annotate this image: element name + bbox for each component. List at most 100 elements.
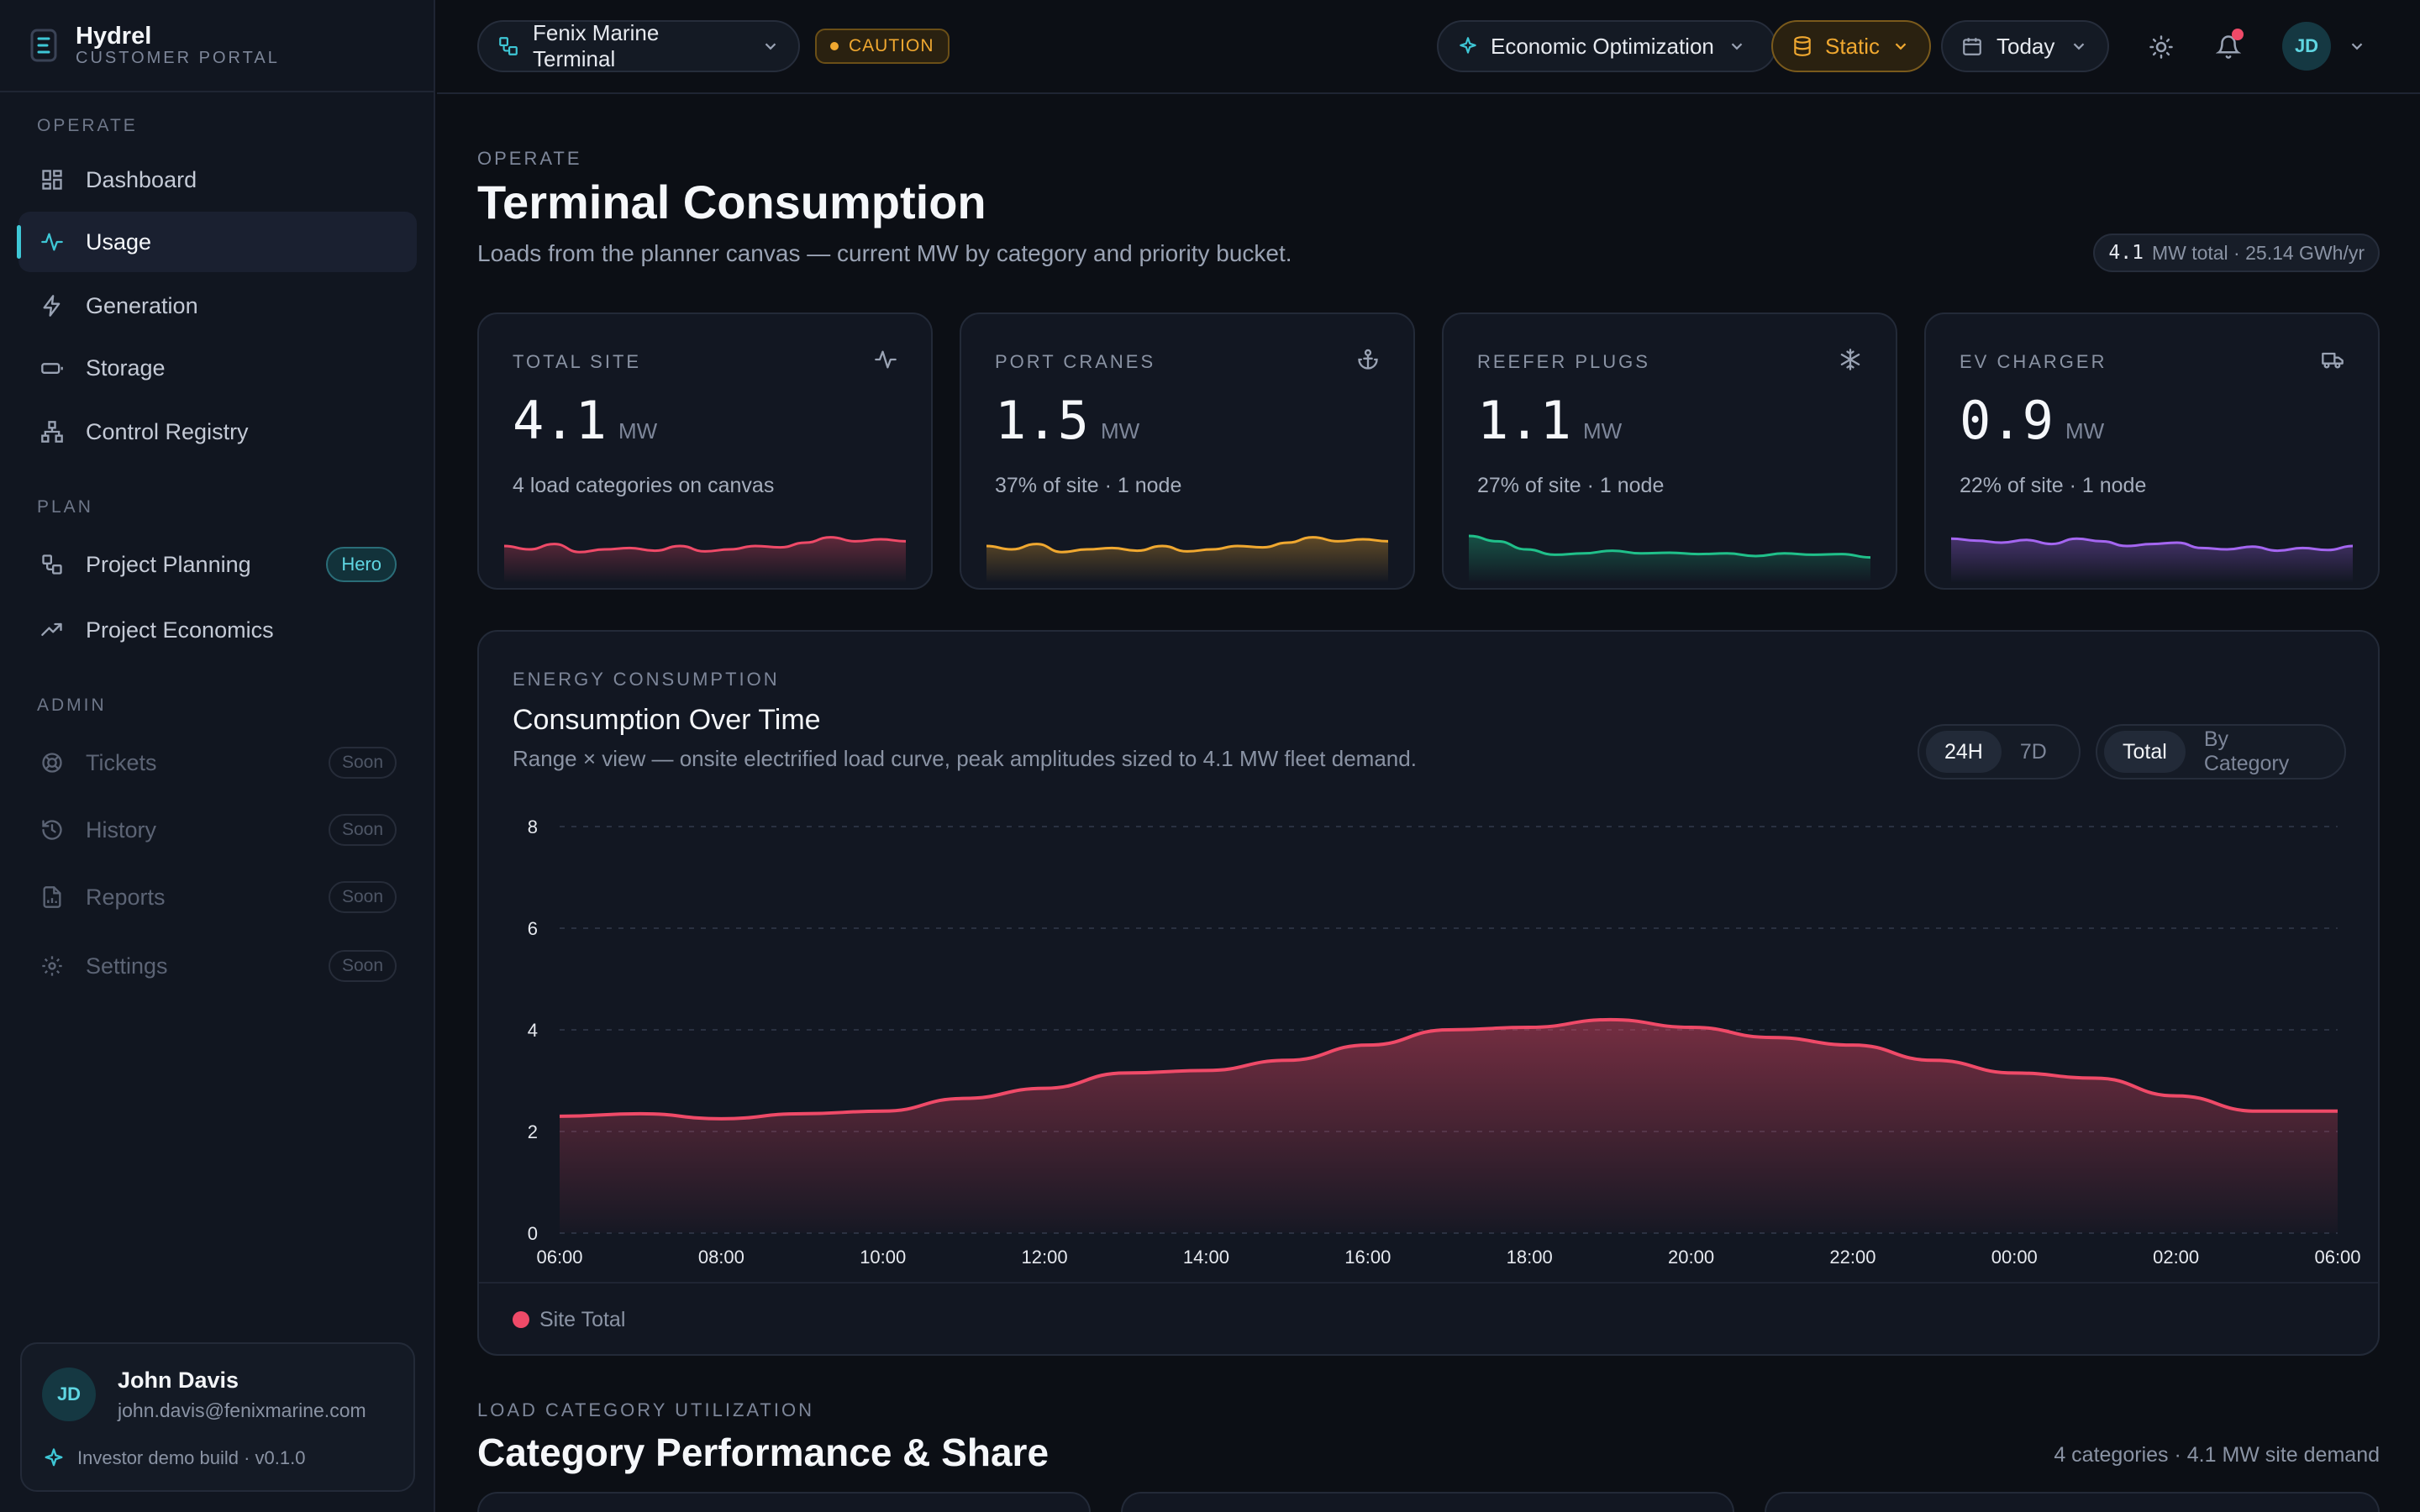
range-toggle: 24H 7D [1918,724,2081,780]
sidebar-item-label: Project Economics [86,617,274,643]
workflow-icon [39,551,66,578]
stat-number: 1.5 [995,390,1089,451]
sun-icon [2149,35,2173,59]
chart-legend: Site Total [479,1282,2378,1356]
sidebar-item-project-planning[interactable]: Project Planning Hero [18,534,417,595]
section-note: 4 categories · 4.1 MW site demand [2054,1443,2380,1467]
sparkline-line [504,536,906,554]
y-tick-label: 6 [528,918,538,939]
stat-card-reefer-plugs[interactable]: REEFER PLUGS 1.1 MW 27% of site · 1 node [1442,312,1897,590]
section-eyebrow: LOAD CATEGORY UTILIZATION [477,1399,814,1420]
stat-label: EV CHARGER [1960,351,2107,372]
total-value: 4.1 [2108,242,2144,264]
stat-card-total-site[interactable]: TOTAL SITE 4.1 MW 4 load categories on ca… [477,312,933,590]
view-by-category-button[interactable]: By Category [2203,727,2290,775]
sparkle-icon [45,1448,63,1467]
nav-section-operate: OPERATE [37,116,138,135]
y-tick-label: 2 [528,1121,538,1142]
chart-title: Consumption Over Time [513,704,821,736]
data-source-selector[interactable]: Static [1771,20,1931,72]
sidebar-item-settings[interactable]: Settings Soon [18,936,417,996]
sidebar-item-usage[interactable]: Usage [17,212,417,272]
soon-badge: Soon [328,950,397,982]
stat-label: PORT CRANES [995,351,1156,372]
x-tick-label: 02:00 [2153,1247,2199,1268]
calendar-icon [1963,38,1981,55]
stat-unit: MW [1100,418,1140,444]
report-icon [39,884,66,911]
view-total-button[interactable]: Total [2104,731,2186,773]
truck-icon [2322,352,2344,369]
range-24h-button[interactable]: 24H [1926,731,2002,773]
consumption-chart-card: ENERGY CONSUMPTION Consumption Over Time… [477,630,2380,1356]
build-info: Investor demo build · v0.1.0 [42,1446,305,1470]
mode-label: Economic Optimization [1491,33,1714,59]
y-tick-label: 4 [528,1020,538,1041]
sidebar-item-control-registry[interactable]: Control Registry [18,402,417,462]
stat-number: 4.1 [513,390,607,451]
x-tick-label: 00:00 [1991,1247,2038,1268]
user-card[interactable]: JD John Davis john.davis@fenixmarine.com… [20,1342,415,1492]
stat-value: 0.9 MW [1960,390,2104,451]
sidebar-item-dashboard[interactable]: Dashboard [18,150,417,210]
chart-eyebrow: ENERGY CONSUMPTION [513,669,780,690]
sidebar-item-label: Dashboard [86,166,197,192]
sidebar-item-label: Storage [86,354,166,381]
mode-selector[interactable]: Economic Optimization [1437,20,1776,72]
soon-badge: Soon [328,814,397,846]
stat-description: 27% of site · 1 node [1477,474,1665,497]
activity-icon [875,350,897,369]
range-7d-button[interactable]: 7D [2019,739,2047,764]
stat-card-ev-charger[interactable]: EV CHARGER 0.9 MW 22% of site · 1 node [1924,312,2380,590]
stat-value: 1.5 MW [995,390,1139,451]
theme-toggle-button[interactable] [2141,27,2181,67]
sidebar-item-label: Settings [86,953,168,979]
sidebar-item-reports[interactable]: Reports Soon [18,867,417,927]
stat-description: 37% of site · 1 node [995,474,1182,497]
brand-name: Hydrel [76,23,152,50]
sparkline [504,536,906,583]
chevron-down-icon [1731,43,1743,50]
x-tick-label: 14:00 [1183,1247,1229,1268]
brand[interactable]: Hydrel CUSTOMER PORTAL [0,0,434,92]
chart-subtitle: Range × view — onsite electrified load c… [513,746,1417,771]
account-menu[interactable]: JD [2282,22,2366,71]
sparkline [1951,537,2353,583]
sparkle-icon [1460,37,1476,54]
sparkline-area [1469,536,1870,583]
sidebar-item-tickets[interactable]: Tickets Soon [18,732,417,793]
history-icon [39,816,66,843]
category-card [1765,1492,2380,1512]
page-title: Terminal Consumption [477,176,986,228]
x-tick-label: 18:00 [1507,1247,1553,1268]
site-name: Fenix Marine Terminal [533,20,660,71]
stat-unit: MW [1582,418,1623,444]
stat-card-port-cranes[interactable]: PORT CRANES 1.5 MW 37% of site · 1 node [960,312,1415,590]
notifications-button[interactable] [2208,27,2249,67]
date-range-selector[interactable]: Today [1941,20,2109,72]
sidebar-item-storage[interactable]: Storage [18,338,417,398]
sidebar-item-project-economics[interactable]: Project Economics [18,600,417,660]
notification-dot [2232,29,2244,40]
stat-number: 1.1 [1477,390,1571,451]
anchor-icon [1358,349,1378,370]
x-tick-label: 16:00 [1344,1247,1391,1268]
site-selector[interactable]: Fenix Marine Terminal [477,20,800,72]
sidebar-item-history[interactable]: History Soon [18,800,417,860]
grid-icon [39,166,66,193]
stat-description: 4 load categories on canvas [513,474,775,497]
brand-subtitle: CUSTOMER PORTAL [76,49,280,67]
x-tick-label: 06:00 [536,1247,582,1268]
user-name: John Davis [118,1368,239,1393]
total-chip: 4.1 MW total · 25.14 GWh/yr [2093,234,2380,272]
database-icon [1794,36,1811,56]
sidebar: Hydrel CUSTOMER PORTAL OPERATE Dashboard… [0,0,435,1512]
sidebar-item-generation[interactable]: Generation [18,276,417,336]
y-tick-label: 0 [528,1223,538,1244]
x-tick-label: 12:00 [1022,1247,1068,1268]
stat-number: 0.9 [1960,390,2054,451]
stat-description: 22% of site · 1 node [1960,474,2147,497]
network-icon [39,418,66,445]
sparkline-area [986,537,1388,583]
x-tick-label: 20:00 [1668,1247,1714,1268]
